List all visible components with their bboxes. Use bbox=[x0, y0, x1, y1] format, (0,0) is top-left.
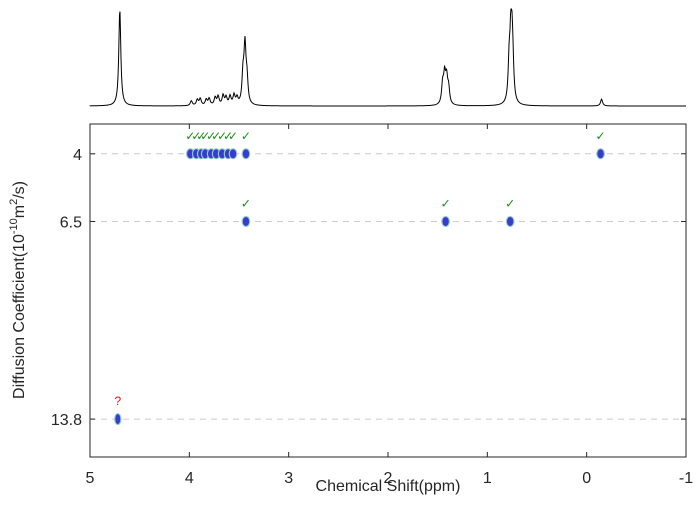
data-label: ✓ bbox=[228, 129, 238, 143]
data-point bbox=[506, 216, 514, 226]
data-label: ✓ bbox=[191, 129, 201, 143]
x-tick-label: 4 bbox=[185, 470, 194, 487]
spectrum-line bbox=[89, 8, 686, 107]
data-point bbox=[442, 216, 449, 226]
y-axis-label-mid: m bbox=[11, 205, 28, 218]
plot-area-frame bbox=[89, 123, 687, 458]
data-point bbox=[202, 149, 209, 159]
data-point bbox=[229, 149, 237, 159]
data-point bbox=[212, 149, 220, 159]
data-label: ✓ bbox=[217, 129, 227, 143]
data-label: ✓ bbox=[200, 129, 210, 143]
x-tick-label: 5 bbox=[86, 470, 95, 487]
data-point bbox=[597, 149, 604, 159]
data-marks: ✓✓✓✓✓✓✓✓✓ ✓ ✓✓ ✓ ✓? bbox=[114, 129, 606, 426]
data-label: ✓ bbox=[505, 196, 515, 210]
data-label: ? bbox=[114, 394, 121, 408]
1d-spectrum-trace bbox=[89, 8, 686, 107]
x-axis-label: Chemical Shift(ppm) bbox=[316, 478, 461, 495]
data-point bbox=[187, 149, 194, 159]
x-tick-label: 1 bbox=[483, 470, 492, 487]
data-label: ✓ bbox=[223, 129, 233, 143]
y-axis-label-exp1: -10 bbox=[8, 218, 20, 234]
x-tick-label: -1 bbox=[679, 470, 693, 487]
y-tick-label: 4 bbox=[73, 147, 82, 164]
data-label: ✓ bbox=[196, 129, 206, 143]
data-label: ✓ bbox=[241, 129, 251, 143]
data-label: ✓ bbox=[206, 129, 216, 143]
data-point bbox=[115, 414, 121, 425]
data-point bbox=[242, 149, 250, 159]
data-label: ✓ bbox=[241, 196, 251, 210]
y-tick-label: 13.8 bbox=[51, 412, 82, 429]
data-label: ✓ bbox=[441, 196, 451, 210]
x-tick-label: 2 bbox=[384, 470, 393, 487]
y-tick-label: 6.5 bbox=[60, 214, 82, 231]
x-tick-label: 3 bbox=[284, 470, 293, 487]
data-point bbox=[242, 216, 250, 226]
x-axis-ticks: 5 4 3 2 1 0 -1 bbox=[86, 124, 693, 487]
y-axis-label: Diffusion Coefficient(10-10m2/s) bbox=[8, 181, 28, 399]
x-tick-label: 0 bbox=[582, 470, 591, 487]
data-label: ✓ bbox=[596, 129, 606, 143]
y-axis-label-exp2: 2 bbox=[8, 199, 20, 205]
y-axis-label-end: /s) bbox=[11, 181, 28, 199]
y-axis-label-base: Diffusion Coefficient(10 bbox=[11, 234, 28, 399]
y-axis-ticks: 4 6.5 13.8 bbox=[51, 147, 686, 429]
data-label: ✓ bbox=[211, 129, 221, 143]
data-point bbox=[218, 149, 226, 159]
data-label: ✓ bbox=[185, 129, 195, 143]
